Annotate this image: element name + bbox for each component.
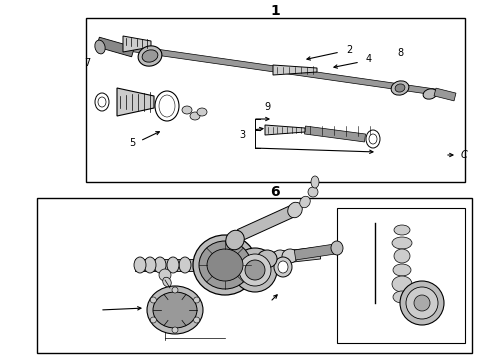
Ellipse shape bbox=[392, 276, 412, 292]
Text: C: C bbox=[461, 150, 468, 160]
Ellipse shape bbox=[282, 249, 298, 263]
Ellipse shape bbox=[150, 297, 156, 303]
Polygon shape bbox=[256, 247, 320, 266]
Ellipse shape bbox=[159, 269, 171, 281]
Polygon shape bbox=[117, 88, 154, 116]
Ellipse shape bbox=[95, 93, 109, 111]
Ellipse shape bbox=[272, 250, 288, 264]
Text: 6: 6 bbox=[270, 185, 280, 199]
Ellipse shape bbox=[331, 241, 343, 255]
Polygon shape bbox=[294, 244, 336, 260]
Ellipse shape bbox=[311, 176, 319, 188]
Polygon shape bbox=[123, 36, 151, 52]
Ellipse shape bbox=[414, 295, 430, 311]
Ellipse shape bbox=[163, 277, 172, 287]
Ellipse shape bbox=[394, 225, 410, 235]
Ellipse shape bbox=[391, 81, 409, 95]
Text: 2: 2 bbox=[346, 45, 352, 55]
Text: 7: 7 bbox=[84, 58, 90, 68]
Ellipse shape bbox=[369, 134, 377, 144]
Ellipse shape bbox=[245, 260, 265, 280]
Ellipse shape bbox=[197, 108, 207, 116]
Polygon shape bbox=[135, 259, 193, 271]
Bar bbox=[86, 18, 465, 182]
Polygon shape bbox=[304, 126, 366, 142]
Ellipse shape bbox=[393, 264, 411, 276]
Ellipse shape bbox=[207, 249, 243, 281]
Ellipse shape bbox=[167, 257, 179, 273]
Ellipse shape bbox=[142, 50, 158, 62]
Ellipse shape bbox=[199, 241, 251, 289]
Ellipse shape bbox=[194, 317, 199, 323]
Ellipse shape bbox=[239, 254, 271, 286]
Ellipse shape bbox=[233, 248, 277, 292]
Polygon shape bbox=[273, 65, 317, 75]
Ellipse shape bbox=[278, 261, 288, 273]
Ellipse shape bbox=[194, 297, 199, 303]
Ellipse shape bbox=[153, 292, 197, 328]
Ellipse shape bbox=[193, 235, 257, 295]
Ellipse shape bbox=[179, 257, 191, 273]
Ellipse shape bbox=[98, 97, 106, 107]
Ellipse shape bbox=[274, 257, 292, 277]
Ellipse shape bbox=[257, 250, 277, 268]
Text: 1: 1 bbox=[270, 4, 280, 18]
Ellipse shape bbox=[172, 287, 178, 293]
Text: 9: 9 bbox=[264, 102, 270, 112]
Ellipse shape bbox=[288, 202, 302, 218]
Ellipse shape bbox=[400, 281, 444, 325]
Ellipse shape bbox=[226, 230, 244, 250]
Ellipse shape bbox=[366, 130, 380, 148]
Ellipse shape bbox=[395, 84, 405, 92]
Ellipse shape bbox=[423, 89, 437, 99]
Text: 8: 8 bbox=[398, 48, 404, 58]
Polygon shape bbox=[434, 88, 456, 101]
Ellipse shape bbox=[134, 257, 146, 273]
Ellipse shape bbox=[159, 95, 175, 117]
Ellipse shape bbox=[138, 46, 162, 66]
Ellipse shape bbox=[154, 257, 166, 273]
Text: 5: 5 bbox=[129, 138, 135, 148]
Ellipse shape bbox=[150, 317, 156, 323]
Polygon shape bbox=[265, 125, 305, 135]
Bar bbox=[337, 208, 465, 343]
Ellipse shape bbox=[172, 327, 178, 333]
Ellipse shape bbox=[155, 91, 179, 121]
Ellipse shape bbox=[394, 249, 410, 263]
Ellipse shape bbox=[190, 112, 200, 120]
Polygon shape bbox=[238, 204, 297, 240]
Ellipse shape bbox=[406, 287, 438, 319]
Polygon shape bbox=[97, 37, 134, 57]
Ellipse shape bbox=[300, 196, 310, 208]
Text: 3: 3 bbox=[239, 130, 245, 140]
Polygon shape bbox=[127, 45, 436, 95]
Ellipse shape bbox=[144, 257, 156, 273]
Bar bbox=[37, 198, 472, 353]
Ellipse shape bbox=[147, 286, 203, 334]
Ellipse shape bbox=[392, 237, 412, 249]
Ellipse shape bbox=[393, 291, 411, 303]
Ellipse shape bbox=[95, 40, 105, 54]
Ellipse shape bbox=[308, 187, 318, 197]
Text: 4: 4 bbox=[366, 54, 372, 64]
Ellipse shape bbox=[182, 106, 192, 114]
